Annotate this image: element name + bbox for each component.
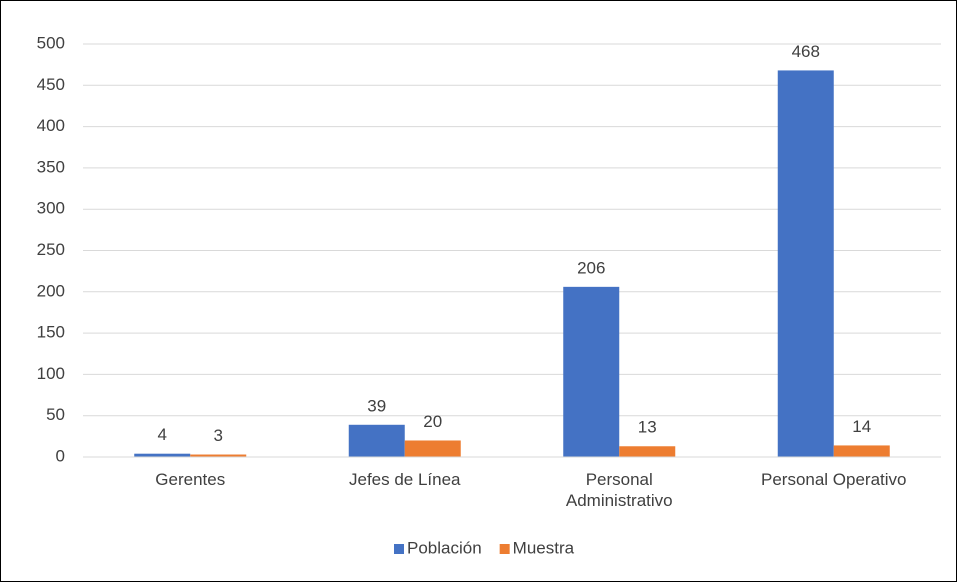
data-label: 206	[577, 258, 605, 277]
bar	[833, 445, 890, 457]
legend-label: Población	[407, 538, 482, 557]
y-tick-label: 150	[37, 323, 65, 342]
bar	[404, 440, 461, 457]
x-tick-label: Gerentes	[155, 470, 226, 489]
legend-label: Muestra	[513, 538, 575, 557]
bar	[563, 286, 620, 457]
bar	[134, 453, 191, 457]
bar	[190, 454, 247, 457]
data-label: 468	[792, 42, 820, 61]
legend-swatch	[499, 544, 510, 554]
x-tick-label: Jefes de Línea	[348, 470, 461, 489]
x-tick-label: Personal Administrativo	[565, 470, 673, 510]
y-tick-label: 0	[56, 446, 65, 465]
bar	[348, 424, 405, 457]
data-label: 13	[638, 418, 657, 437]
y-tick-label: 250	[37, 240, 65, 259]
y-tick-label: 100	[37, 364, 65, 383]
bar	[777, 70, 834, 457]
x-tick-label: Personal Operativo	[760, 470, 907, 489]
data-label: 4	[158, 425, 167, 444]
y-tick-label: 200	[37, 281, 65, 300]
bar	[619, 446, 676, 457]
y-tick-label: 50	[46, 405, 65, 424]
legend-swatch	[394, 544, 404, 554]
y-tick-label: 450	[37, 75, 65, 94]
y-tick-label: 300	[37, 199, 65, 218]
y-tick-label: 400	[37, 116, 65, 135]
data-label: 14	[852, 417, 871, 436]
y-tick-label: 350	[37, 157, 65, 176]
data-label: 20	[423, 412, 442, 431]
y-tick-label: 500	[37, 33, 65, 52]
data-label: 39	[367, 396, 386, 415]
data-label: 3	[214, 426, 223, 445]
